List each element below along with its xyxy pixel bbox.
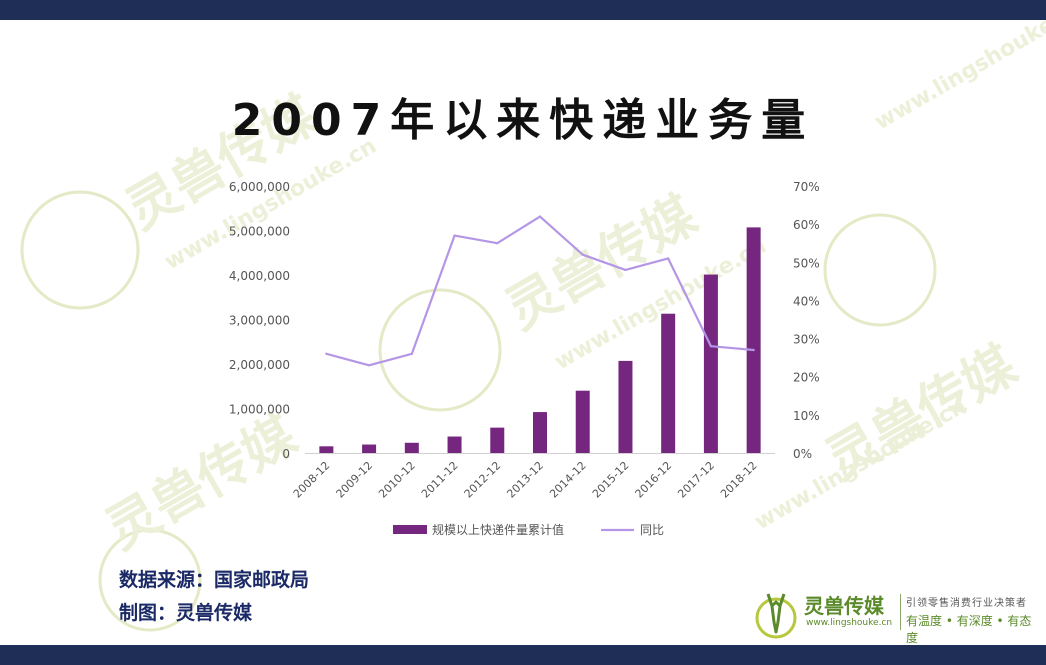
growth-line-point: [410, 352, 414, 356]
right-axis-tick-label: 10%: [793, 409, 820, 423]
x-axis-tick-label: 2011-12: [419, 459, 461, 501]
chart-maker-text: 制图：灵兽传媒: [119, 602, 253, 624]
left-axis-tick-label: 3,000,000: [229, 314, 290, 328]
growth-line-point: [581, 253, 584, 256]
growth-line-point: [752, 348, 755, 352]
logo-divider: [900, 594, 901, 630]
left-axis-tick-label: 6,000,000: [229, 180, 290, 194]
left-axis-tick-label: 2,000,000: [229, 358, 290, 372]
bar: [746, 227, 761, 453]
bar: [447, 436, 462, 453]
right-axis-tick-label: 50%: [793, 256, 820, 270]
bar: [490, 427, 505, 453]
logo-tagline: 引领零售消费行业决策者: [906, 598, 1027, 609]
bar: [618, 360, 633, 453]
deer-logo-icon: [755, 593, 797, 639]
growth-line: [326, 215, 754, 367]
x-axis-tick-label: 2012-12: [462, 459, 504, 501]
x-axis-tick-label: 2009-12: [334, 459, 376, 501]
right-axis-tick-label: 0%: [793, 447, 812, 461]
bottom-band: [0, 645, 1046, 665]
legend-bar-swatch: [393, 525, 427, 534]
bar: [362, 444, 377, 453]
growth-line-point: [666, 257, 670, 260]
x-axis-tick-label: 2013-12: [504, 459, 546, 501]
bar: [533, 412, 547, 453]
logo-slogan: 有温度 • 有深度 • 有态度: [906, 614, 1032, 645]
chart-title: 2007年以来快递业务量: [231, 95, 815, 146]
brand-logo[interactable]: 灵兽传媒 www.lingshouke.cn 引领零售消费行业决策者 有温度 •…: [750, 588, 1040, 645]
logo-url: www.lingshouke.cn: [806, 618, 893, 628]
x-axis-tick-label: 2015-12: [590, 459, 632, 501]
bar: [703, 274, 718, 453]
right-axis-tick-label: 70%: [793, 180, 820, 194]
left-axis-tick-label: 4,000,000: [229, 269, 290, 283]
legend-line-label: 同比: [640, 523, 664, 537]
x-axis-tick-label: 2010-12: [376, 459, 418, 501]
bar: [575, 390, 590, 453]
growth-line-point: [538, 215, 542, 218]
growth-line-point: [496, 242, 499, 245]
right-axis-tick-label: 60%: [793, 218, 820, 232]
x-axis-tick-label: 2016-12: [633, 459, 675, 501]
right-axis-tick-label: 20%: [793, 371, 820, 385]
legend-bar-label: 规模以上快递件量累计值: [432, 522, 564, 537]
x-axis-tick-label: 2017-12: [675, 459, 717, 501]
bar: [661, 313, 676, 453]
logo-brand-name: 灵兽传媒: [804, 594, 884, 618]
left-axis-tick-label: 0: [282, 447, 290, 461]
x-axis-tick-label: 2018-12: [718, 459, 760, 501]
growth-line-point: [709, 345, 713, 348]
right-axis-tick-label: 30%: [793, 333, 820, 347]
left-axis-tick-label: 5,000,000: [229, 225, 290, 239]
x-axis-tick-label: 2008-12: [291, 459, 333, 501]
growth-line-point: [367, 364, 371, 367]
growth-line-point: [453, 234, 456, 237]
top-band: [0, 0, 1046, 20]
data-source-text: 数据来源：国家邮政局: [119, 569, 310, 591]
right-axis-tick-label: 40%: [793, 294, 820, 308]
growth-line-point: [325, 352, 328, 356]
x-axis-tick-label: 2014-12: [547, 459, 589, 501]
growth-line-point: [624, 268, 627, 272]
bar: [319, 446, 334, 453]
left-axis-tick-label: 1,000,000: [229, 403, 290, 417]
bar: [404, 442, 419, 453]
